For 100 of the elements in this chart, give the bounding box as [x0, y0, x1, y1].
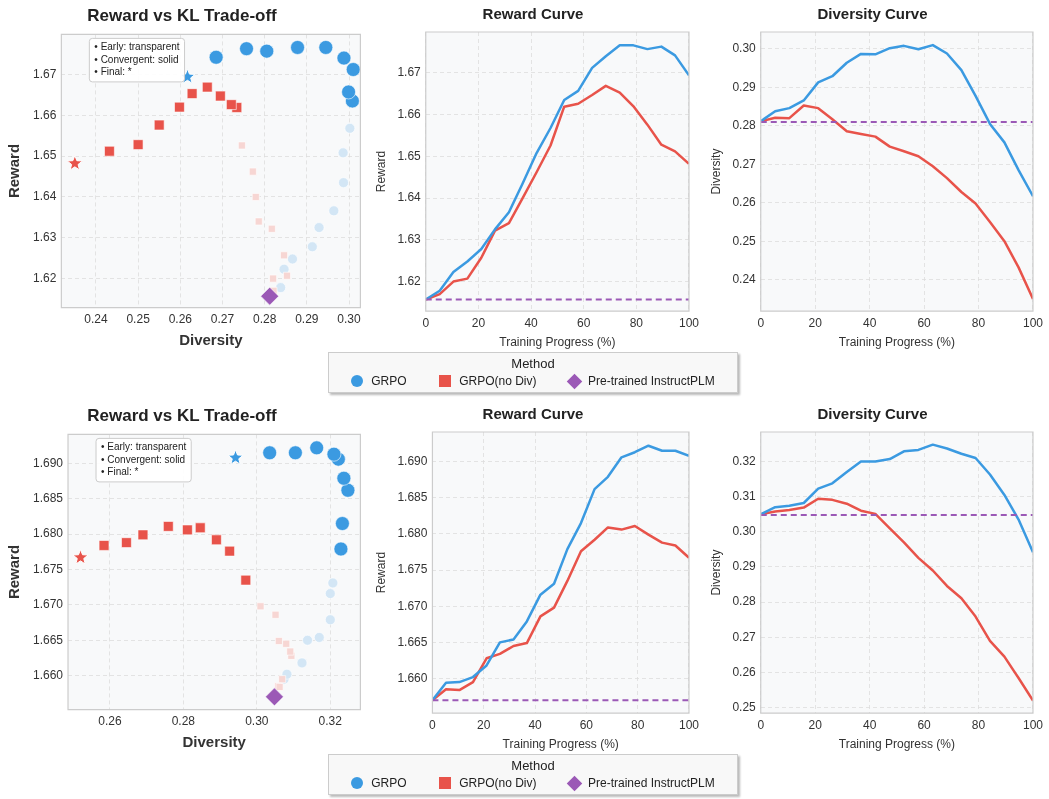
- legend-label: Pre-trained InstructPLM: [588, 776, 715, 790]
- x-tick-label: 0.24: [84, 312, 108, 327]
- x-tick-label: 0.30: [337, 312, 362, 327]
- point: [227, 449, 244, 465]
- y-tick-label: 1.65: [397, 148, 422, 163]
- x-tick-label: 80: [971, 717, 986, 732]
- x-tick-label: 0: [422, 315, 430, 330]
- x-tick-label: 0.26: [98, 714, 122, 729]
- y-tick-label: 0.29: [732, 559, 757, 574]
- legend-label: GRPO: [371, 374, 407, 388]
- point: [254, 217, 263, 226]
- point: [104, 145, 115, 157]
- point: [251, 193, 260, 201]
- point: [333, 541, 349, 557]
- legend-label: GRPO: [371, 776, 407, 790]
- x-tick-label: 0.27: [210, 312, 235, 327]
- y-tick-label: 0.29: [732, 79, 757, 94]
- point: [313, 632, 325, 643]
- point: [226, 99, 237, 110]
- y-tick-label: 0.30: [732, 41, 757, 56]
- x-tick-label: 0.25: [126, 312, 151, 327]
- x-tick-label: 0: [429, 717, 437, 732]
- y-tick-label: 1.64: [33, 189, 57, 204]
- annotation: • Early: transparent: [94, 41, 180, 53]
- point: [278, 675, 286, 684]
- y-tick-label: 0.24: [732, 271, 757, 286]
- y-tick-label: 0.27: [732, 156, 757, 171]
- x-tick-label: 100: [1022, 315, 1044, 330]
- annotation: • Final: *: [94, 66, 132, 78]
- x-tick-label: 0.32: [318, 714, 343, 729]
- point: [249, 167, 257, 176]
- x-axis-title: Training Progress (%): [499, 335, 616, 350]
- point: [327, 577, 339, 589]
- y-axis-title: Reward: [373, 150, 388, 193]
- point: [262, 445, 277, 461]
- point: [208, 49, 224, 65]
- y-tick-label: 0.26: [732, 195, 757, 210]
- x-tick-label: 60: [579, 717, 594, 732]
- x-axis-title: Diversity: [179, 331, 244, 349]
- y-axis-title: Reward: [5, 544, 23, 600]
- y-tick-label: 1.680: [33, 526, 64, 541]
- y-tick-label: 1.670: [397, 598, 428, 613]
- y-tick-label: 1.62: [33, 270, 57, 285]
- x-axis-title: Training Progress (%): [838, 737, 956, 752]
- y-tick-label: 1.66: [397, 106, 422, 121]
- legend-title: Method: [510, 356, 556, 371]
- point: [324, 614, 336, 626]
- point: [275, 282, 286, 293]
- y-tick-label: 1.665: [397, 634, 428, 649]
- legend-label: GRPO(no Div): [459, 776, 537, 790]
- x-tick-label: 100: [678, 717, 700, 732]
- y-tick-label: 1.660: [397, 670, 428, 685]
- point: [280, 251, 288, 260]
- x-tick-label: 0.30: [245, 714, 269, 729]
- point: [326, 446, 342, 462]
- chart-title: Reward vs KL Trade-off: [87, 5, 278, 25]
- point: [290, 40, 305, 55]
- point: [121, 537, 132, 548]
- point: [211, 534, 222, 546]
- y-tick-label: 1.680: [397, 526, 428, 541]
- point: [240, 574, 252, 586]
- x-tick-label: 20: [477, 717, 491, 732]
- point: [137, 529, 149, 541]
- point: [153, 119, 165, 131]
- y-tick-label: 1.64: [397, 190, 422, 205]
- y-tick-label: 0.27: [732, 629, 757, 644]
- y-tick-label: 0.30: [732, 524, 757, 539]
- point: [215, 90, 226, 102]
- point: [224, 545, 235, 557]
- y-tick-label: 0.26: [732, 664, 757, 679]
- y-axis-title: Reward: [5, 143, 23, 199]
- x-tick-label: 0.28: [171, 714, 196, 729]
- point: [66, 154, 83, 171]
- point: [132, 139, 144, 150]
- y-tick-label: 1.62: [397, 273, 422, 288]
- annotation: • Early: transparent: [101, 441, 187, 453]
- x-axis-title: Training Progress (%): [502, 737, 619, 752]
- y-tick-label: 1.65: [33, 148, 57, 163]
- chart-title: Reward vs KL Trade-off: [87, 405, 278, 425]
- y-tick-label: 1.685: [397, 490, 428, 505]
- annotation: • Convergent: solid: [101, 453, 186, 465]
- y-tick-label: 1.67: [397, 65, 422, 80]
- point: [286, 647, 295, 656]
- x-tick-label: 40: [524, 315, 539, 330]
- point: [163, 521, 174, 532]
- point: [340, 482, 356, 498]
- y-tick-label: 0.28: [732, 594, 757, 609]
- x-tick-label: 60: [577, 315, 591, 330]
- point: [345, 62, 361, 77]
- annotation: • Convergent: solid: [94, 53, 179, 65]
- x-axis-title: Training Progress (%): [838, 335, 956, 350]
- x-axis-title: Diversity: [182, 733, 247, 751]
- point: [337, 147, 349, 159]
- y-tick-label: 1.63: [397, 232, 422, 247]
- point: [186, 88, 198, 99]
- y-tick-label: 0.25: [732, 699, 757, 714]
- x-tick-label: 0.29: [295, 312, 319, 327]
- y-tick-label: 1.670: [33, 597, 64, 612]
- y-tick-label: 1.63: [33, 230, 57, 245]
- point: [341, 84, 356, 100]
